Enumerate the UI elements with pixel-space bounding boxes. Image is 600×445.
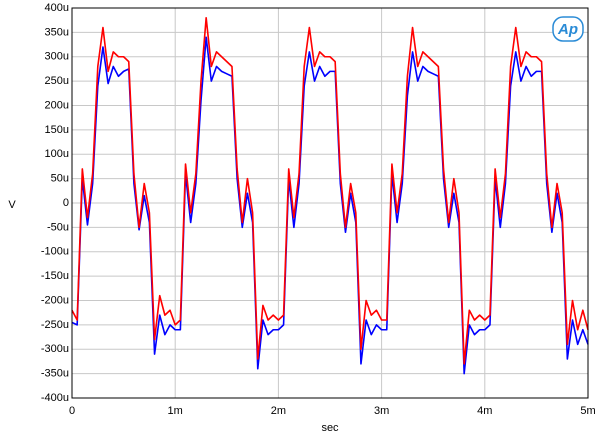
y-tick-label: -200u [41,294,69,306]
y-tick-label: 100u [45,148,69,160]
plot-lines [71,16,589,375]
y-axis-label: V [8,199,16,211]
y-tick-label: -100u [41,246,69,258]
logo: Ap [557,21,578,38]
series-line [71,16,589,365]
y-tick-label: -350u [41,368,69,380]
series-line [71,36,589,375]
y-tick-label: 350u [45,26,69,38]
x-tick-label: 4m [477,405,492,417]
y-tick-label: 400u [45,2,69,14]
y-tick-label: 0 [63,197,69,209]
x-tick-label: 1m [168,405,183,417]
y-tick-label: -150u [41,270,69,282]
y-tick-label: 200u [45,99,69,111]
x-tick-label: 3m [374,405,389,417]
x-tick-label: 2m [271,405,286,417]
y-tick-label: -50u [47,221,69,233]
y-tick-label: 300u [45,51,69,63]
y-tick-label: -400u [41,392,69,404]
x-axis-label: sec [321,422,339,434]
plot-frame [71,7,589,399]
y-tick-label: -250u [41,319,69,331]
x-tick-label: 0 [69,405,75,417]
y-tick-label: -300u [41,343,69,355]
y-tick-label: 50u [51,173,69,185]
logo-frame [552,16,584,42]
x-tick-label: 5m [580,405,595,417]
y-tick-label: 150u [45,124,69,136]
y-tick-label: 250u [45,75,69,87]
